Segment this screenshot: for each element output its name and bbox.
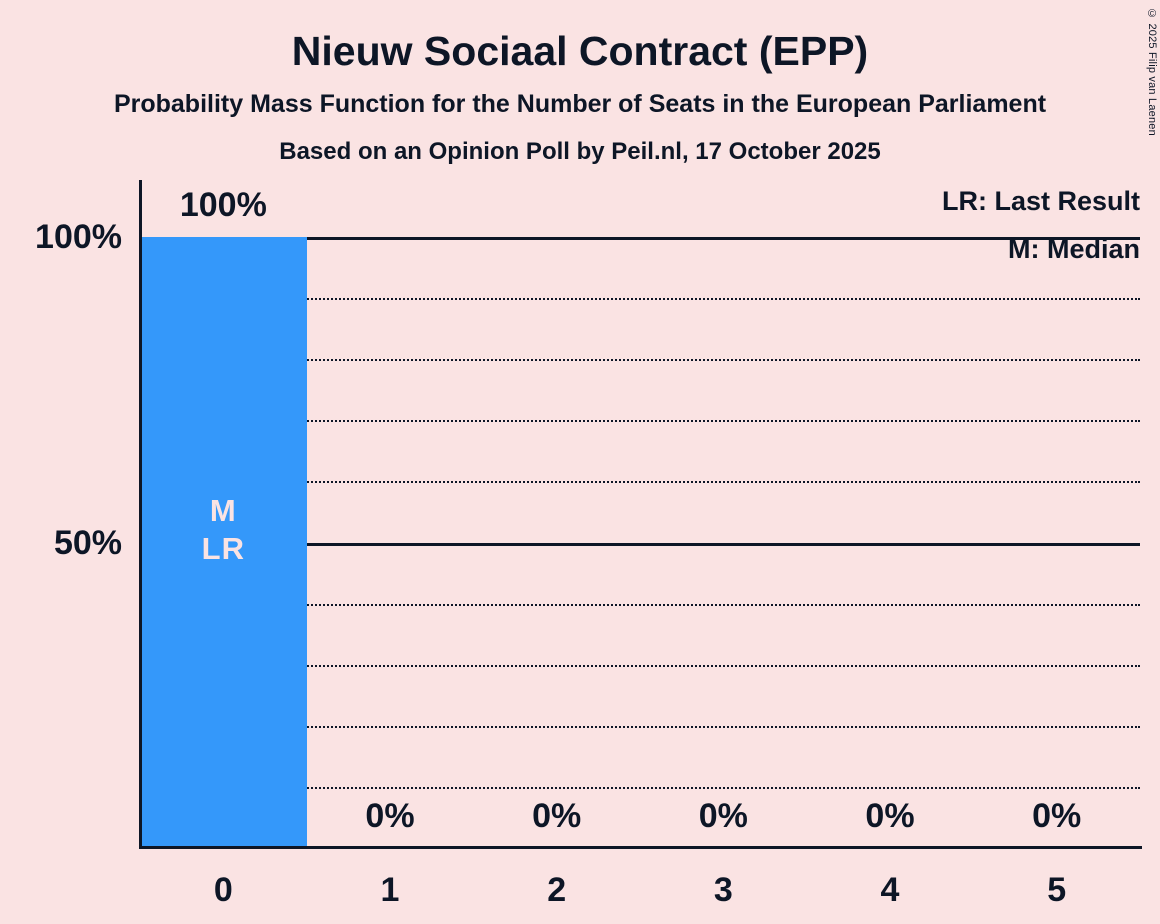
bar-0 (140, 237, 307, 848)
gridline-20 (140, 725, 1140, 728)
chart-poll-info: Based on an Opinion Poll by Peil.nl, 17 … (279, 138, 881, 165)
bar-value-label-4: 0% (865, 797, 915, 835)
bar-column-2: 0% (473, 180, 640, 848)
bar-value-label-1: 0% (365, 797, 415, 835)
x-tick-label-3: 3 (713, 871, 733, 909)
legend-item-median: M: Median (1008, 234, 1140, 264)
gridline-70 (140, 420, 1140, 423)
gridline-60 (140, 481, 1140, 484)
y-tick-label-50: 50% (53, 523, 122, 562)
bar-annotation-0: M LR (140, 492, 307, 568)
bar-column-3: 0% (640, 180, 807, 848)
x-tick-label-0: 0 (213, 871, 233, 909)
legend-item-last-result: LR: Last Result (941, 186, 1140, 216)
gridline-90 (140, 298, 1140, 301)
plot-area: 100% M LR 0% 0% 0% 0% 0% (140, 180, 1140, 848)
x-tick-label-4: 4 (880, 871, 900, 909)
gridline-30 (140, 664, 1140, 667)
y-axis-line (139, 180, 142, 849)
bar-annotation-line-lr: LR (201, 531, 245, 566)
bar-column-4: 0% (807, 180, 974, 848)
bar-column-1: 0% (307, 180, 474, 848)
gridline-10 (140, 786, 1140, 789)
gridline-50 (140, 542, 1140, 546)
bar-column-0: 100% M LR (140, 180, 307, 848)
bar-column-5: 0% (973, 180, 1140, 848)
x-tick-label-5: 5 (1047, 871, 1067, 909)
gridline-100 (140, 237, 1140, 240)
bar-value-label-3: 0% (698, 797, 748, 835)
gridline-40 (140, 603, 1140, 606)
chart-subtitle: Probability Mass Function for the Number… (113, 90, 1047, 118)
x-tick-label-2: 2 (547, 871, 567, 909)
bar-value-label-0: 100% (179, 186, 267, 224)
bar-annotation-line-m: M (209, 493, 237, 528)
bar-value-label-5: 0% (1032, 797, 1082, 835)
x-tick-label-1: 1 (380, 871, 400, 909)
copyright-text: © 2025 Filip van Laenen (1146, 8, 1158, 136)
y-tick-label-100: 100% (35, 218, 122, 256)
chart-title: Nieuw Sociaal Contract (EPP) (291, 28, 869, 74)
bar-value-label-2: 0% (532, 797, 582, 835)
x-axis-line (139, 846, 1142, 849)
gridline-80 (140, 359, 1140, 362)
